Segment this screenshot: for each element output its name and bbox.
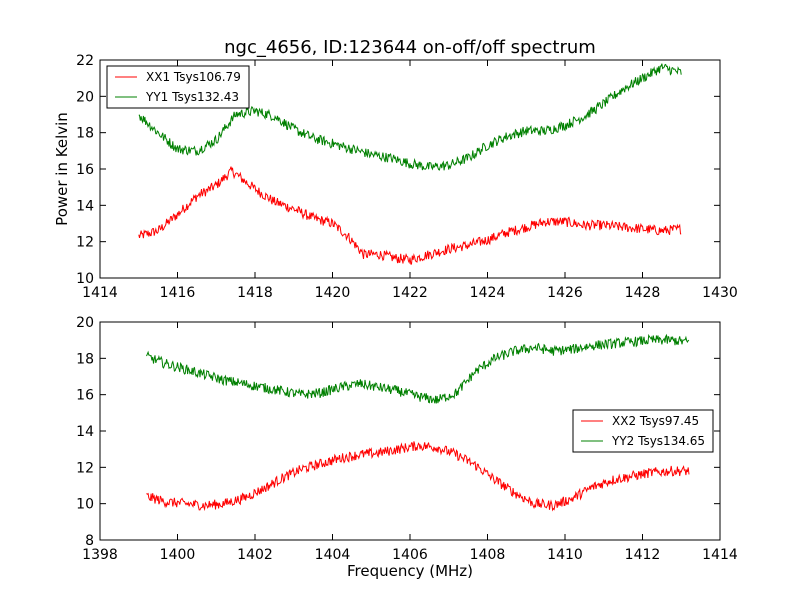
- legend-box: [106, 65, 250, 109]
- chart-panel-1: 1414 1416 1418 1420 1422 1424 1426 1428 14301012…: [53, 37, 738, 301]
- y-tick-label: 12: [76, 235, 94, 251]
- y-tick-label: 20: [76, 315, 94, 331]
- y-tick-label: 20: [76, 89, 94, 105]
- x-tick-label: 1400: [160, 547, 196, 563]
- y-tick-label: 18: [76, 351, 94, 367]
- x-tick-label: 1414: [702, 547, 738, 563]
- series-line-2: [138, 63, 682, 171]
- x-tick-label: 1416: [160, 285, 196, 301]
- y-tick-label: 18: [76, 126, 94, 142]
- y-tick-label: 16: [76, 162, 94, 178]
- y-tick-label: 22: [76, 53, 94, 69]
- x-tick-label: 1424: [470, 285, 506, 301]
- x-tick-label: 1410: [547, 547, 583, 563]
- y-tick-label: 8: [85, 533, 94, 549]
- y-tick-label: 10: [76, 497, 94, 513]
- legend-label: XX1 Tsys106.79: [146, 70, 241, 84]
- legend-label: YY1 Tsys132.43: [145, 90, 239, 104]
- y-tick-label: 10: [76, 271, 94, 287]
- series-line-1: [146, 441, 690, 512]
- series-line-2: [146, 333, 690, 404]
- legend: XX1 Tsys106.79 YY1 Tsys132.43: [106, 65, 250, 109]
- x-tick-label: 1414: [82, 285, 118, 301]
- legend: XX2 Tsys97.45 YY2 Tsys134.65: [572, 409, 714, 453]
- x-tick-label: 1418: [237, 285, 273, 301]
- chart-panel-2: 1398 1400 1402 1404 1406 1408 1410 1412 14148101…: [76, 315, 738, 580]
- y-tick-label: 16: [76, 388, 94, 404]
- x-tick-label: 1404: [315, 547, 351, 563]
- x-tick-label: 1412: [625, 547, 661, 563]
- x-tick-label: 1398: [82, 547, 118, 563]
- x-tick-label: 1406: [392, 547, 428, 563]
- x-tick-label: 1420: [315, 285, 351, 301]
- legend-label: XX2 Tsys97.45: [612, 414, 699, 428]
- x-tick-label: 1428: [625, 285, 661, 301]
- chart-title: ngc_4656, ID:123644 on-off/off spectrum: [224, 37, 596, 58]
- legend-box: [572, 409, 714, 453]
- x-axis-label: Frequency (MHz): [347, 562, 473, 580]
- y-tick-label: 14: [76, 198, 94, 214]
- x-tick-label: 1408: [470, 547, 506, 563]
- x-tick-label: 1422: [392, 285, 428, 301]
- x-tick-label: 1426: [547, 285, 583, 301]
- series-line-1: [138, 166, 682, 265]
- x-tick-label: 1430: [702, 285, 738, 301]
- x-tick-label: 1402: [237, 547, 273, 563]
- y-tick-label: 12: [76, 460, 94, 476]
- legend-label: YY2 Tsys134.65: [611, 434, 705, 448]
- y-tick-label: 14: [76, 424, 94, 440]
- y-axis-label: Power in Kelvin: [53, 112, 71, 226]
